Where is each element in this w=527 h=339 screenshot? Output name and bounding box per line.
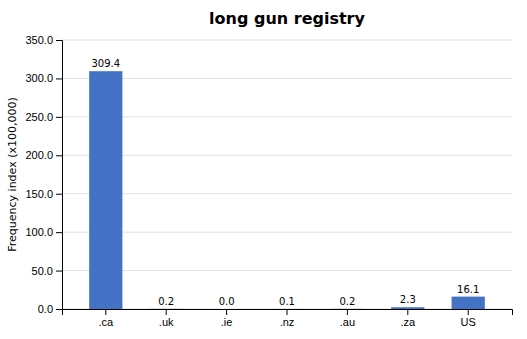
data-label: 0.2 — [158, 296, 174, 307]
y-tick-mark — [56, 78, 62, 79]
y-tick-mark — [56, 194, 62, 195]
grid-line — [62, 193, 512, 194]
data-labels: 309.4 0.2 0.0 0.1 0.2 2.3 16.1 — [91, 58, 479, 307]
x-tick-label: .ca — [98, 316, 114, 328]
y-tick: 100.0 — [25, 226, 62, 238]
plot: .ca .uk .ie .nz .au .za US 0.0 50.0 100.0 150.0 200… — [25, 34, 512, 328]
grid-line — [62, 270, 512, 271]
x-axis-line — [63, 310, 513, 316]
x-tick: US — [461, 309, 476, 328]
data-label: 2.3 — [400, 294, 416, 305]
grid-line — [62, 40, 512, 41]
y-tick-mark — [56, 117, 62, 118]
x-tick: .ie — [221, 309, 233, 328]
y-tick-label: 250.0 — [25, 111, 53, 123]
x-tick: .ca — [98, 309, 114, 328]
y-tick-label: 350.0 — [25, 34, 53, 46]
x-tick-label: .ie — [221, 316, 233, 328]
data-label: 0.0 — [219, 296, 235, 307]
y-tick: 150.0 — [25, 188, 62, 200]
data-label: 16.1 — [457, 284, 479, 295]
y-tick-label: 0.0 — [38, 303, 53, 315]
y-tick: 350.0 — [25, 34, 62, 46]
y-tick-mark — [56, 155, 62, 156]
y-tick: 50.0 — [32, 265, 62, 277]
x-tick-mark — [105, 309, 106, 315]
y-tick-label: 50.0 — [32, 265, 53, 277]
data-label: 0.1 — [279, 296, 295, 307]
y-axis: 0.0 50.0 100.0 150.0 200.0 250.0 300.0 350.0 — [25, 34, 62, 315]
y-tick-mark — [56, 40, 62, 41]
x-tick-label: US — [461, 316, 476, 328]
data-label: 0.2 — [339, 296, 355, 307]
bar — [391, 307, 424, 309]
grid-line — [62, 78, 512, 79]
x-tick-label: .nz — [280, 316, 295, 328]
bar — [452, 297, 485, 309]
grid — [62, 40, 512, 309]
x-axis: .ca .uk .ie .nz .au .za US — [63, 309, 513, 328]
y-tick-label: 100.0 — [25, 226, 53, 238]
x-tick-mark — [166, 309, 167, 315]
bar — [331, 308, 364, 309]
y-tick-label: 300.0 — [25, 72, 53, 84]
x-tick-label: .uk — [159, 316, 174, 328]
y-tick-mark — [56, 271, 62, 272]
x-tick: .za — [400, 309, 416, 328]
y-tick-label: 200.0 — [25, 149, 53, 161]
bars — [89, 71, 485, 309]
y-tick: 250.0 — [25, 111, 62, 123]
bar — [150, 308, 183, 309]
y-axis-title: Frequency index (x100,000) — [6, 97, 19, 252]
grid-line — [62, 232, 512, 233]
y-tick: 200.0 — [25, 149, 62, 161]
x-tick: .uk — [159, 309, 174, 328]
bar — [210, 309, 243, 310]
bar — [270, 308, 303, 309]
chart: .ca .uk .ie .nz .au .za US 0.0 50.0 100.0 150.0 200… — [0, 0, 527, 339]
x-tick-mark — [287, 309, 288, 315]
y-tick-mark — [56, 309, 62, 310]
y-tick: 0.0 — [38, 303, 62, 315]
grid-line — [62, 116, 512, 117]
x-tick-mark — [468, 309, 469, 315]
y-tick-mark — [56, 232, 62, 233]
x-tick-label: .za — [400, 316, 416, 328]
x-tick-mark — [407, 309, 408, 315]
y-axis-line — [56, 41, 63, 310]
y-tick: 300.0 — [25, 72, 62, 84]
y-tick-label: 150.0 — [25, 188, 53, 200]
x-tick-mark — [226, 309, 227, 315]
title: long gun registry — [209, 9, 365, 28]
x-tick: .nz — [280, 309, 295, 328]
data-label: 309.4 — [91, 58, 120, 69]
x-tick-label: .au — [340, 316, 355, 328]
x-tick: .au — [340, 309, 355, 328]
x-tick-mark — [347, 309, 348, 315]
bar — [89, 71, 122, 309]
grid-line — [62, 155, 512, 156]
